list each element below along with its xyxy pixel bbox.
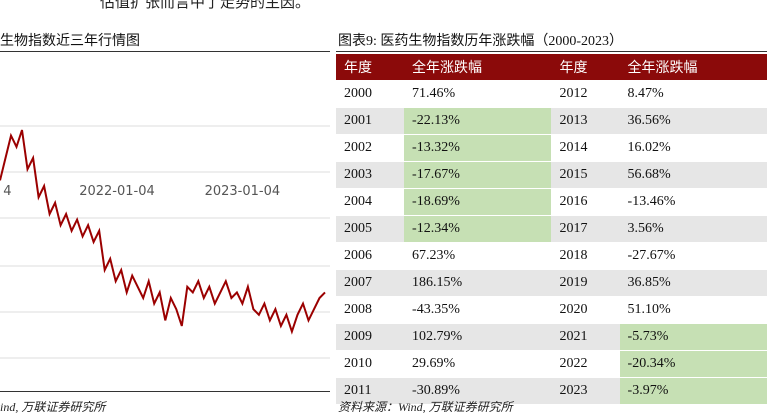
table-row: 2007 186.15% 2019 36.85% xyxy=(336,269,767,297)
source-note: 资料来源：Wind, 万联证券研究所 xyxy=(338,400,513,414)
table-cell: 2015 xyxy=(551,161,620,189)
table-cell: -27.67% xyxy=(619,242,767,270)
table-row: 2002 -13.32% 2014 16.02% xyxy=(336,134,767,162)
table-cell: 3.56% xyxy=(619,215,767,243)
table-row: 2000 71.46% 2012 8.47% xyxy=(336,80,767,108)
table-cell: -5.73% xyxy=(619,323,767,351)
table-cell: -3.97% xyxy=(619,377,767,405)
table-row: 2001 -22.13% 2013 36.56% xyxy=(336,107,767,135)
table-cell: 2013 xyxy=(551,107,620,135)
table-cell: 2006 xyxy=(336,242,405,270)
table-row: 2011 -30.89% 2023 -3.97% xyxy=(336,377,767,405)
table-cell: 2016 xyxy=(551,188,620,216)
table-cell: -17.67% xyxy=(404,161,552,189)
rule xyxy=(336,51,767,52)
table-cell: -22.13% xyxy=(404,107,552,135)
figure-title: 生物指数近三年行情图 xyxy=(0,34,140,49)
table-cell: 2021 xyxy=(551,323,620,351)
x-tick-label: 4 xyxy=(3,184,11,199)
table-row: 2003 -17.67% 2015 56.68% xyxy=(336,161,767,189)
data-table: 年度 全年涨跌幅 年度 全年涨跌幅 2000 71.46% 2012 8.47% 2001 -22… xyxy=(336,54,767,405)
table-row: 2005 -12.34% 2017 3.56% xyxy=(336,215,767,243)
source-note: ind, 万联证券研究所 xyxy=(0,400,106,414)
table-cell: 186.15% xyxy=(404,269,552,297)
table-cell: 2008 xyxy=(336,296,405,324)
rule xyxy=(0,391,330,392)
body-text: 估值扩张而言中了走势的主因。 xyxy=(100,0,311,11)
table-cell: 36.85% xyxy=(619,269,767,297)
x-tick-label: 2022-01-04 xyxy=(79,184,155,199)
table-cell: 2003 xyxy=(336,161,405,189)
table-cell: 2019 xyxy=(551,269,620,297)
table-cell: 2018 xyxy=(551,242,620,270)
table-cell: 2001 xyxy=(336,107,405,135)
table-cell: 2012 xyxy=(551,80,620,108)
table-cell: -30.89% xyxy=(404,377,552,405)
table-cell: 2009 xyxy=(336,323,405,351)
table-cell: 2010 xyxy=(336,350,405,378)
table-cell: 2005 xyxy=(336,215,405,243)
table-row: 2004 -18.69% 2016 -13.46% xyxy=(336,188,767,216)
x-tick-label: 2023-01-04 xyxy=(205,184,281,199)
table-cell: 2007 xyxy=(336,269,405,297)
table-cell: 2020 xyxy=(551,296,620,324)
rule xyxy=(0,51,330,52)
table-cell: 2002 xyxy=(336,134,405,162)
header-cell: 年度 xyxy=(551,54,620,81)
table-row: 2009 102.79% 2021 -5.73% xyxy=(336,323,767,351)
table-cell: 2014 xyxy=(551,134,620,162)
table-cell: 2011 xyxy=(336,377,405,405)
table-cell: 8.47% xyxy=(619,80,767,108)
table-row: 2008 -43.35% 2020 51.10% xyxy=(336,296,767,324)
table-cell: -13.46% xyxy=(619,188,767,216)
table-cell: -18.69% xyxy=(404,188,552,216)
table-cell: 51.10% xyxy=(619,296,767,324)
table-cell: 71.46% xyxy=(404,80,552,108)
table-cell: -20.34% xyxy=(619,350,767,378)
table-cell: 36.56% xyxy=(619,107,767,135)
table-cell: -43.35% xyxy=(404,296,552,324)
table-cell: 67.23% xyxy=(404,242,552,270)
table-cell: 16.02% xyxy=(619,134,767,162)
table-cell: -13.32% xyxy=(404,134,552,162)
table-cell: 2004 xyxy=(336,188,405,216)
table-cell: 29.69% xyxy=(404,350,552,378)
table-cell: 2022 xyxy=(551,350,620,378)
table-cell: 102.79% xyxy=(404,323,552,351)
table-cell: -12.34% xyxy=(404,215,552,243)
header-cell: 全年涨跌幅 xyxy=(404,54,552,81)
line-chart: 4 2022-01-04 2023-01-04 xyxy=(0,125,330,359)
table-row: 2006 67.23% 2018 -27.67% xyxy=(336,242,767,270)
table-row: 2010 29.69% 2022 -20.34% xyxy=(336,350,767,378)
header-row: 年度 全年涨跌幅 年度 全年涨跌幅 xyxy=(336,54,767,81)
price-line xyxy=(0,129,326,335)
table-cell: 2017 xyxy=(551,215,620,243)
table-title: 图表9: 医药生物指数历年涨跌幅（2000-2023） xyxy=(338,34,624,49)
header-cell: 全年涨跌幅 xyxy=(619,54,767,81)
table-cell: 2023 xyxy=(551,377,620,405)
table-cell: 2000 xyxy=(336,80,405,108)
table-cell: 56.68% xyxy=(619,161,767,189)
header-cell: 年度 xyxy=(336,54,405,81)
